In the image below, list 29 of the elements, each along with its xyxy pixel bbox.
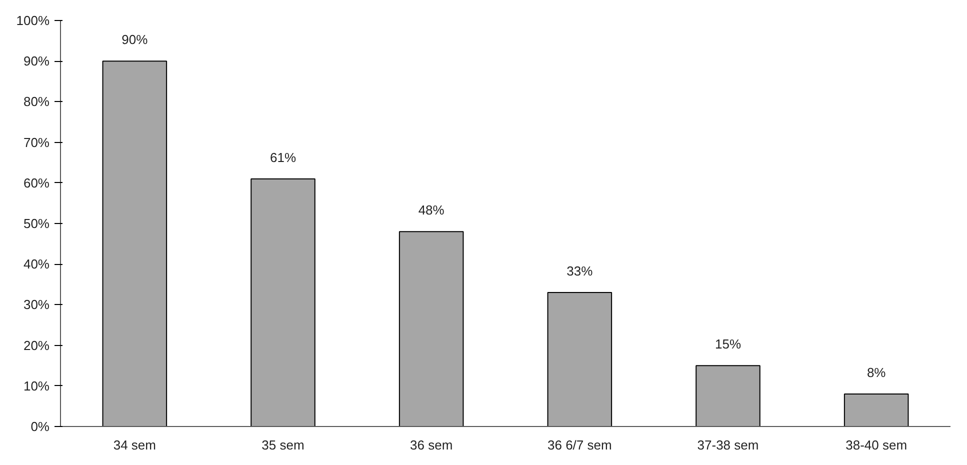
data-label: 48%: [418, 202, 445, 218]
y-tick-label: 70%: [23, 134, 50, 150]
bar: [398, 231, 464, 426]
y-tick-label: 60%: [23, 175, 50, 190]
y-tick-label: 80%: [23, 94, 50, 110]
y-tick-label: 40%: [23, 256, 50, 272]
y-tick-label: 90%: [23, 54, 50, 69]
data-label: 15%: [714, 336, 742, 352]
data-label: 61%: [270, 150, 296, 165]
y-tick-label: 30%: [23, 297, 50, 312]
data-label: 90%: [122, 32, 148, 48]
y-tick-label: 100%: [16, 13, 50, 28]
x-tick-label: 36 6/7 sem: [548, 438, 612, 452]
y-tick-label: 10%: [23, 378, 50, 394]
x-tick-label: 35 sem: [262, 438, 304, 452]
x-tick-label: 34 sem: [113, 438, 156, 452]
bar: [696, 365, 760, 426]
y-tick-label: 20%: [23, 338, 50, 353]
y-tick-label: 50%: [23, 216, 50, 231]
y-tick-label: 0%: [30, 419, 50, 434]
x-tick-label: 37-38 sem: [697, 438, 759, 452]
bar: [547, 292, 612, 426]
x-tick-label: 38-40 sem: [846, 438, 908, 452]
bar: [844, 394, 909, 426]
x-tick-label: 36 sem: [410, 438, 453, 452]
data-label: 8%: [866, 365, 886, 380]
bar: [102, 60, 168, 426]
bar: [250, 178, 316, 426]
data-label: 33%: [566, 264, 594, 279]
